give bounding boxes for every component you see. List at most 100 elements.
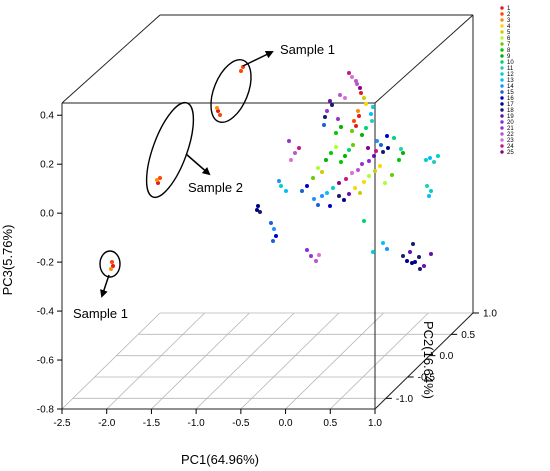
- data-point-93: [255, 208, 259, 212]
- data-point-85: [347, 192, 351, 196]
- z-tick-label-3: -0.2: [37, 258, 55, 269]
- data-point-100: [432, 160, 436, 164]
- legend-label-11: 11: [507, 66, 514, 72]
- legend-label-17: 17: [507, 102, 514, 108]
- legend-marker-1: [500, 6, 504, 10]
- axis-label-layer: PC1(64.96%) PC3(5.76%) PC2(16.64%): [0, 225, 436, 467]
- legend-marker-9: [500, 54, 504, 58]
- point-layer: [109, 65, 440, 271]
- legend-label-2: 2: [507, 12, 511, 18]
- x-tick-label-0: -2.5: [53, 418, 71, 429]
- data-point-23: [336, 117, 340, 121]
- data-point-45: [356, 168, 360, 172]
- ellipse-middle: [145, 101, 195, 199]
- legend-label-4: 4: [507, 24, 511, 30]
- legend-marker-18: [500, 108, 504, 112]
- data-point-108: [401, 254, 405, 258]
- y-tick-label-3: 0.5: [461, 330, 475, 341]
- y-tick-label-4: 1.0: [483, 309, 497, 320]
- data-point-56: [320, 170, 324, 174]
- legend-label-3: 3: [507, 18, 511, 24]
- data-point-24: [359, 91, 363, 95]
- data-point-92: [258, 210, 262, 214]
- data-point-41: [381, 150, 385, 154]
- legend-marker-25: [500, 150, 504, 154]
- data-point-32: [360, 133, 364, 137]
- legend-marker-10: [500, 60, 504, 64]
- annotation-sample1-upper: Sample 1: [280, 42, 335, 57]
- z-axis-label: PC3(5.76%): [0, 225, 15, 296]
- legend-label-1: 1: [507, 6, 511, 12]
- data-point-18: [325, 109, 329, 113]
- box-layer: [61, 14, 474, 410]
- data-point-37: [375, 139, 379, 143]
- data-point-25: [362, 96, 366, 100]
- data-point-74: [284, 189, 288, 193]
- data-point-73: [279, 184, 283, 188]
- data-point-53: [334, 145, 338, 149]
- data-point-114: [405, 259, 409, 263]
- legend-marker-11: [500, 66, 504, 70]
- data-point-10: [109, 267, 113, 271]
- data-point-106: [385, 247, 389, 251]
- arrow-middle: [185, 153, 211, 176]
- data-point-70: [293, 151, 297, 155]
- y-tick-label-0: -1.0: [396, 394, 414, 405]
- data-point-46: [350, 171, 354, 175]
- z-tick-label-2: -0.4: [37, 307, 55, 318]
- data-point-9: [111, 264, 115, 268]
- data-point-12: [350, 75, 354, 79]
- annotation-layer: Sample 1 Sample 2 Sample 1: [73, 42, 335, 321]
- data-point-47: [344, 177, 348, 181]
- floor-grid-x-0: [61, 312, 161, 410]
- legend-label-19: 19: [507, 114, 514, 120]
- x-tick-label-6: 0.5: [323, 418, 337, 429]
- data-point-21: [338, 93, 342, 97]
- data-point-95: [309, 254, 313, 258]
- legend-marker-6: [500, 36, 504, 40]
- data-point-57: [316, 166, 320, 170]
- data-point-81: [325, 191, 329, 195]
- data-point-107: [371, 250, 375, 254]
- data-point-109: [408, 250, 412, 254]
- grid-layer: [61, 312, 474, 410]
- data-point-111: [417, 255, 421, 259]
- data-point-84: [342, 198, 346, 202]
- x-tick-label-4: -0.5: [232, 418, 250, 429]
- data-point-90: [271, 239, 275, 243]
- data-point-55: [324, 158, 328, 162]
- data-point-99: [428, 156, 432, 160]
- legend-marker-14: [500, 84, 504, 88]
- legend-marker-12: [500, 72, 504, 76]
- data-point-30: [354, 124, 358, 128]
- legend-label-10: 10: [507, 60, 514, 66]
- legend-marker-8: [500, 48, 504, 52]
- data-point-27: [356, 109, 360, 113]
- ellipse-upper: [210, 59, 252, 123]
- x-tick-label-2: -1.5: [143, 418, 161, 429]
- data-point-64: [378, 164, 382, 168]
- data-point-122: [399, 147, 403, 151]
- data-point-52: [351, 143, 355, 147]
- legend-marker-7: [500, 42, 504, 46]
- legend-marker-21: [500, 126, 504, 130]
- data-point-62: [367, 174, 371, 178]
- data-point-7: [155, 178, 159, 182]
- data-point-96: [314, 259, 318, 263]
- floor-grid-x-5: [285, 312, 384, 410]
- legend-marker-23: [500, 138, 504, 142]
- data-point-121: [392, 136, 396, 140]
- data-point-61: [362, 180, 366, 184]
- x-tick-label-1: -2.0: [98, 418, 116, 429]
- legend-label-24: 24: [507, 144, 514, 150]
- data-point-123: [366, 146, 370, 150]
- legend-label-13: 13: [507, 78, 514, 84]
- data-point-65: [383, 181, 387, 185]
- legend-label-15: 15: [507, 90, 514, 96]
- z-tick-label-1: -0.6: [37, 356, 55, 367]
- data-point-0: [239, 69, 243, 73]
- y-axis-label: PC2(16.64%): [421, 321, 436, 399]
- data-point-35: [371, 105, 375, 109]
- data-point-77: [305, 184, 309, 188]
